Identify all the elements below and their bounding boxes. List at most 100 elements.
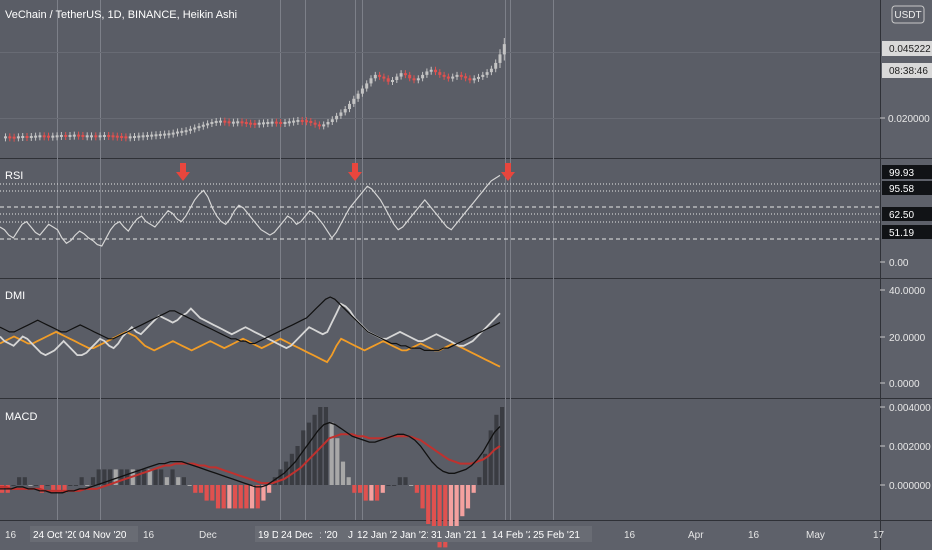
- time-axis-label: 16: [5, 530, 17, 541]
- macd-axis-labels: 0.004000 0.002000 0.000000: [880, 403, 931, 492]
- candle: [145, 134, 149, 137]
- time-axis-label: 16: [143, 530, 155, 541]
- time-axis-highlight: [478, 526, 490, 542]
- time-axis-label: 25 Feb '21: [533, 530, 580, 541]
- candle: [472, 78, 476, 81]
- macd-title: MACD: [5, 411, 37, 423]
- candle: [64, 134, 68, 137]
- price-pane[interactable]: [0, 0, 880, 158]
- macd-histogram-bar: [147, 469, 152, 485]
- bar-countdown-tag: 08:38:46: [882, 63, 932, 78]
- time-axis-label: Apr: [688, 530, 704, 541]
- time-axis-highlight: [316, 526, 350, 542]
- vertical-grid: [57, 0, 554, 520]
- dmi-pane[interactable]: [0, 280, 880, 398]
- time-axis-labels: 16 24 Oct '20 04 Nov '20 16 Dec 19 D 24 Dec '2…: [5, 526, 885, 542]
- macd-series: [0, 421, 501, 494]
- overbought-arrow: [176, 163, 190, 181]
- time-axis-label: Dec: [199, 530, 217, 541]
- candle: [8, 136, 12, 139]
- macd-histogram-bar: [318, 407, 323, 485]
- macd-histogram-bar: [170, 469, 175, 485]
- rsi-axis-tag: [882, 225, 932, 239]
- candle: [257, 122, 261, 125]
- candle: [128, 136, 132, 139]
- macd-histogram-bar: [352, 485, 357, 493]
- price-axis[interactable]: [880, 0, 932, 550]
- symbol-title[interactable]: VeChain / TetherUS, 1D, BINANCE, Heikin …: [5, 9, 237, 21]
- candle: [408, 74, 412, 79]
- candle: [133, 136, 136, 138]
- macd-histogram-bar: [386, 485, 391, 486]
- macd-histogram-bar: [448, 485, 454, 540]
- candle: [343, 109, 347, 113]
- macd-histogram-bar: [426, 485, 431, 524]
- currency-button-label: USDT: [894, 10, 921, 21]
- macd-histogram-bar: [380, 485, 385, 493]
- macd-histogram-bar: [261, 485, 266, 501]
- candle: [446, 76, 450, 79]
- candle: [102, 134, 106, 137]
- candle: [412, 78, 416, 81]
- dmi-plus-series: [0, 302, 501, 357]
- candle: [184, 130, 188, 133]
- time-axis-highlight: [530, 526, 592, 542]
- macd-histogram-bar: [221, 485, 226, 509]
- candle: [51, 135, 55, 138]
- candle: [90, 135, 93, 138]
- macd-histogram-bar: [346, 477, 351, 485]
- time-axis-label: ː '20: [319, 530, 338, 541]
- macd-histogram-bar: [414, 485, 419, 493]
- macd-histogram-bar: [164, 477, 169, 485]
- rsi-axis-label: 62.50: [889, 210, 914, 221]
- rsi-axis-label: 51.19: [889, 228, 914, 239]
- time-axis-highlight: [76, 526, 138, 542]
- candle: [378, 74, 382, 77]
- time-axis-highlight: [345, 526, 357, 542]
- candle: [468, 78, 472, 81]
- candle: [42, 135, 46, 138]
- candle: [47, 135, 50, 138]
- macd-axis-label: 0.004000: [889, 403, 931, 414]
- candle: [317, 124, 321, 127]
- currency-button[interactable]: USDT: [891, 5, 925, 24]
- candle: [72, 134, 76, 137]
- candle: [231, 121, 235, 124]
- candle: [59, 134, 63, 137]
- macd-histogram-bar: [272, 477, 277, 485]
- time-axis-label: 17: [873, 530, 885, 541]
- candle: [4, 136, 7, 139]
- candle: [137, 135, 141, 138]
- macd-histogram-bar: [477, 477, 482, 485]
- macd-histogram-bar: [34, 485, 39, 486]
- candle: [223, 120, 227, 123]
- candle: [219, 120, 222, 123]
- macd-histogram-bar: [96, 469, 101, 485]
- macd-histogram-bar: [176, 477, 181, 485]
- candle: [489, 68, 493, 73]
- current-price-value: 0.045222: [889, 44, 931, 55]
- macd-histogram-bar: [357, 485, 363, 493]
- macd-histogram-bar: [119, 469, 124, 485]
- time-axis-label: 24 Oct '20: [33, 530, 79, 541]
- macd-histogram-bar: [369, 485, 374, 501]
- macd-histogram-bar: [335, 438, 340, 485]
- candle: [326, 122, 330, 125]
- macd-histogram-bar: [153, 469, 158, 485]
- candle: [481, 74, 485, 77]
- macd-histogram-bar: [45, 485, 50, 486]
- macd-histogram: [0, 407, 505, 548]
- candle: [395, 76, 399, 80]
- macd-histogram-bar: [494, 414, 499, 485]
- time-axis-label: May: [806, 530, 825, 541]
- macd-lines: [0, 421, 501, 494]
- candle: [124, 136, 128, 139]
- macd-histogram-bar: [113, 469, 118, 485]
- rsi-axis-label: 99.93: [889, 168, 914, 179]
- macd-histogram-bar: [181, 477, 186, 485]
- candle: [55, 135, 59, 138]
- macd-histogram-bar: [465, 485, 471, 509]
- candle: [206, 123, 210, 126]
- macd-histogram-bar: [420, 485, 425, 509]
